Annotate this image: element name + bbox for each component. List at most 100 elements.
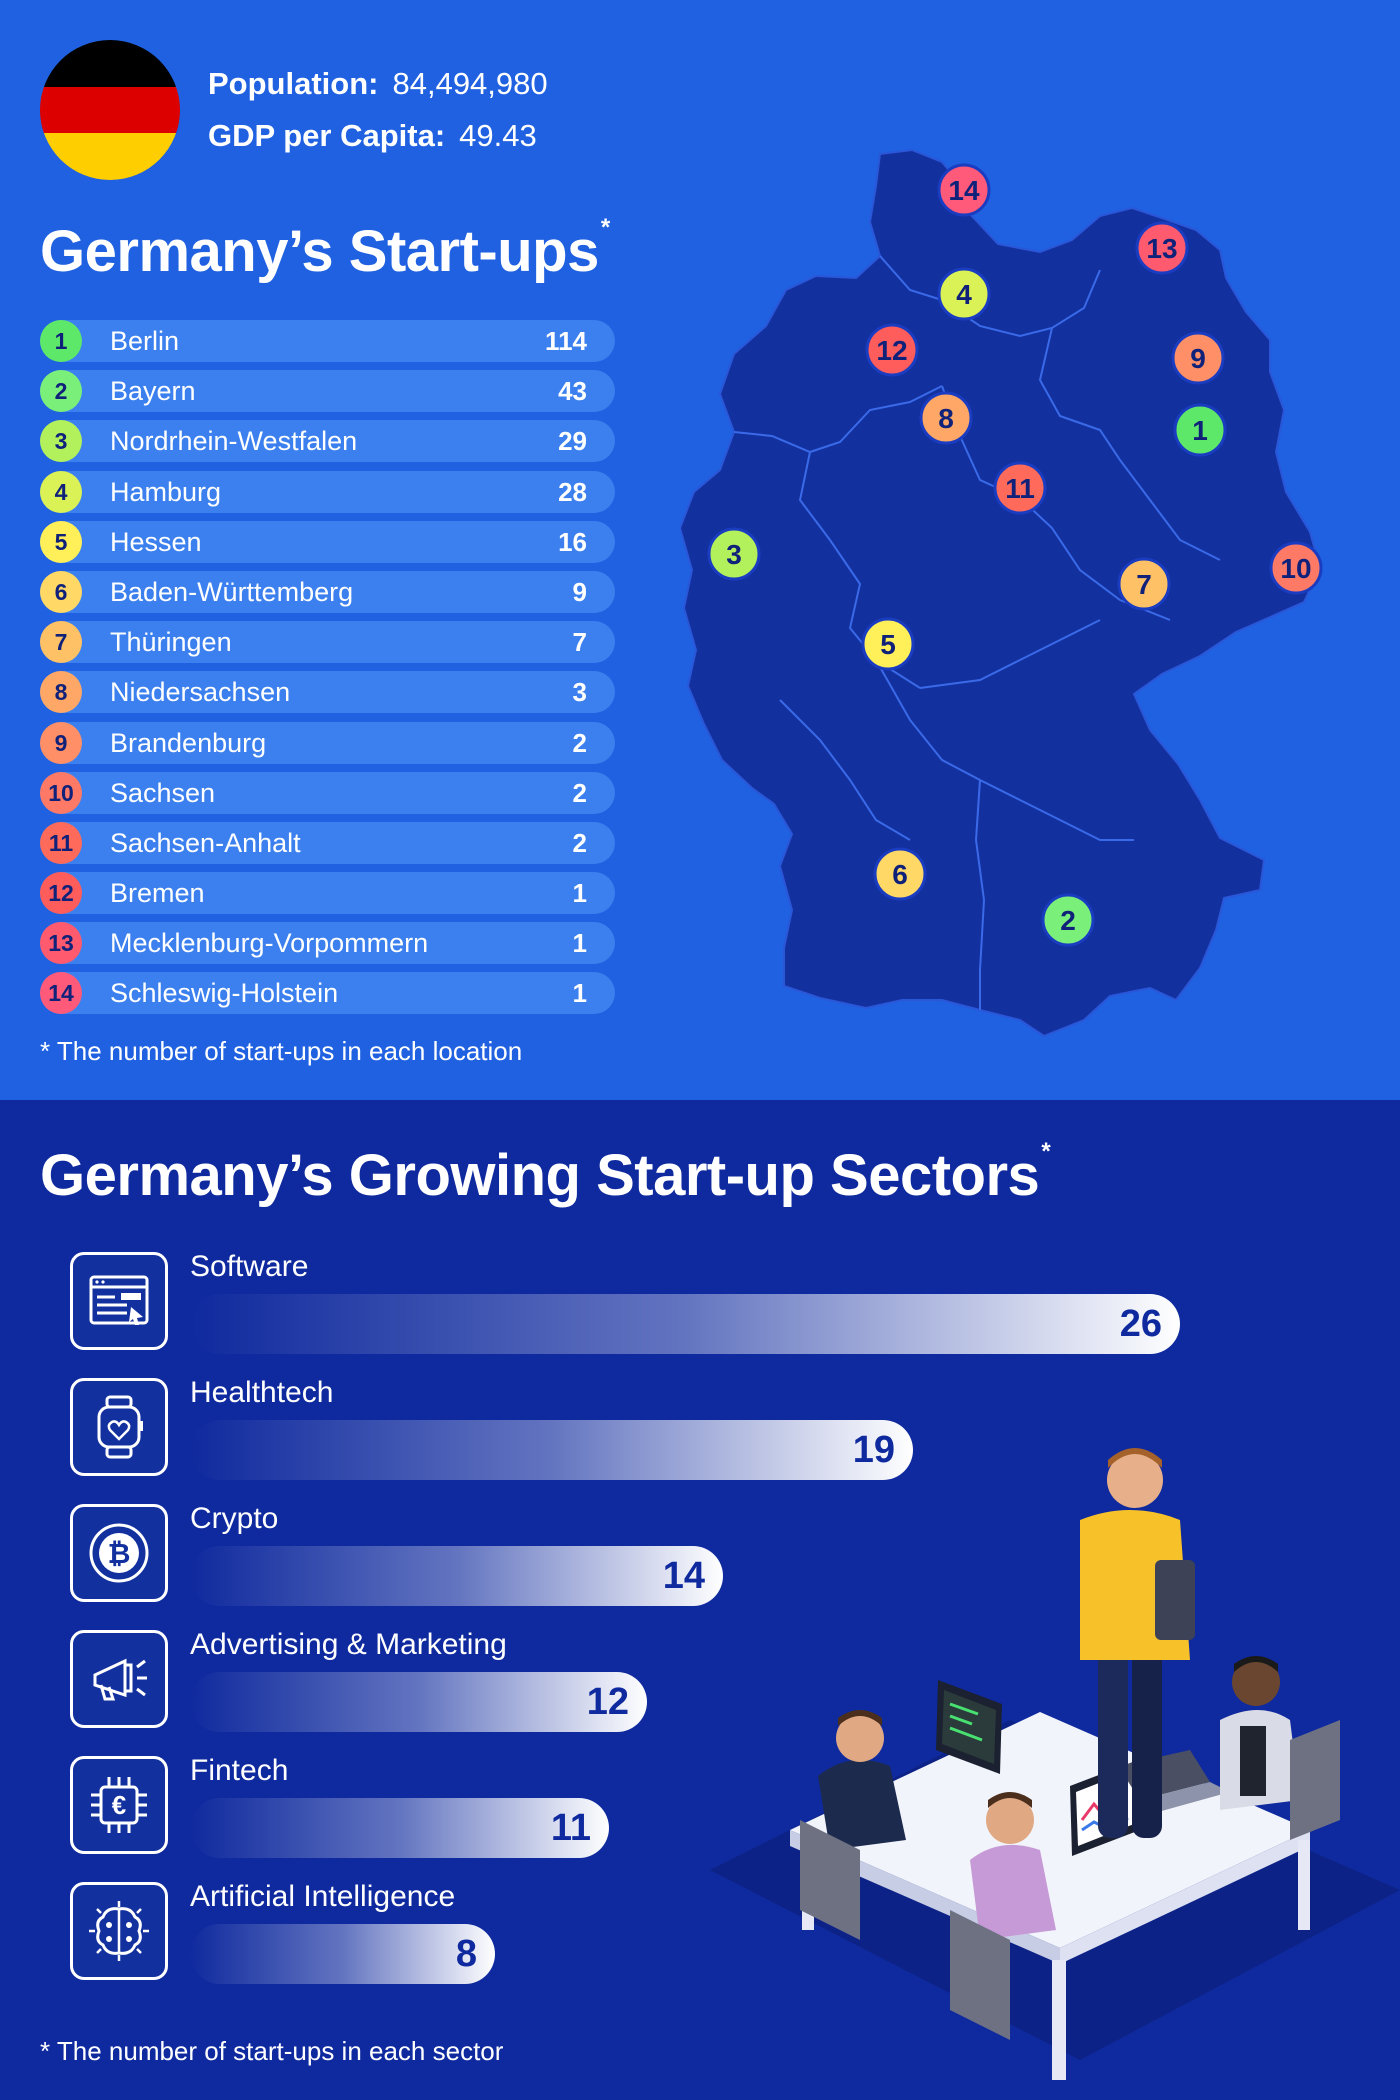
sector-name: Software [190,1250,309,1283]
rank-badge: 14 [40,972,82,1015]
person-seated-left [800,1710,906,1940]
team-meeting-illustration [710,1448,1400,2080]
monitor-code [936,1680,1002,1774]
gdp-value: 49.43 [459,118,537,153]
rank-badge: 3 [40,420,82,463]
euro-chip-icon: € [70,1756,168,1854]
ranking-row: 12 Bremen 1 [40,872,615,915]
sector-value: 26 [1119,1303,1162,1345]
startup-count: 28 [558,476,587,507]
rank-badge: 2 [40,370,82,413]
startups-footnote: * The number of start-ups in each locati… [40,1036,523,1066]
bitcoin-icon: ₿ [70,1504,168,1602]
ranking-bar [40,520,615,563]
ranking-bar [40,320,615,362]
desk-top [790,1712,1310,1948]
map-pin-label: 1 [1192,415,1208,446]
startup-count: 43 [558,376,587,407]
person-seated-right [1220,1656,1340,1840]
rank-badge: 5 [40,520,82,563]
rank-badge: 10 [40,771,82,814]
ranking-bar [40,621,615,664]
sectors-title: Germany’s Growing Start-up Sectors* [40,1138,1051,1209]
sector-row: ₿ Crypto 14 [70,1502,1270,1616]
rank-badge: 9 [40,721,82,764]
ranking-row: 8 Niedersachsen 3 [40,671,615,714]
sector-row: Artificial Intelligence 8 [70,1880,1270,1994]
map-pin-label: 11 [1005,473,1035,504]
ranking-bar [40,821,615,864]
map-pin-label: 10 [1280,553,1311,584]
map-pin-label: 7 [1136,569,1152,600]
sectors-footnote: * The number of start-ups in each sector [40,2036,504,2066]
map-pin-label: 5 [880,629,896,660]
ranking-row: 11 Sachsen-Anhalt 2 [40,821,615,864]
ranking-row: 6 Baden-Württemberg 9 [40,570,615,613]
germany-flag-icon [40,40,180,180]
startup-count: 114 [545,326,587,356]
state-border [1038,327,1221,561]
flag-stripe-gold [40,133,180,180]
sector-value: 11 [550,1807,591,1849]
rank-badge: 12 [40,872,82,915]
population-label: Population: [208,66,379,101]
sector-bar: 12 [190,1672,647,1732]
map-pin: 8 [919,391,973,445]
map-pin-label: 3 [726,539,742,570]
region-name: Schleswig-Holstein [110,978,339,1009]
ranking-bar [40,420,615,463]
desk-leg [1298,1840,1310,1930]
map-pin: 4 [937,267,991,321]
sector-name: Healthtech [190,1376,334,1409]
map-pin: 5 [861,617,915,671]
startup-count: 1 [572,878,587,909]
startup-count: 2 [572,827,587,858]
map-pin-circle [1135,221,1189,275]
ranking-row: 10 Sachsen 2 [40,771,615,814]
region-name: Brandenburg [110,727,267,758]
ranking-row: 5 Hessen 16 [40,520,615,563]
desk-edge-right [1060,1830,1310,1964]
sector-name: Artificial Intelligence [190,1880,456,1913]
map-pin-circle [1173,403,1227,457]
person-standing [1080,1448,1195,1838]
startup-count: 9 [572,576,587,607]
state-border [974,779,986,1010]
map-pin: 6 [873,847,927,901]
startup-count: 2 [572,727,587,758]
state-border [941,385,1171,621]
sector-row: Healthtech 19 [70,1376,1270,1490]
map-pin-circle [1041,893,1095,947]
startups-title: Germany’s Start-ups* [40,214,610,285]
region-name: Niedersachsen [110,677,291,708]
region-name: Sachsen-Anhalt [110,827,301,858]
map-pin-circle [861,617,915,671]
map-pin: 1 [1173,403,1227,457]
sectors-title-asterisk: * [1041,1138,1051,1165]
map-pin-label: 13 [1146,233,1177,264]
startup-count: 1 [572,928,587,959]
region-name: Bremen [110,878,205,909]
sectors-section: Germany’s Growing Start-up Sectors* Soft… [0,1100,1400,2100]
ranking-row: 9 Brandenburg 2 [40,721,615,764]
startup-count: 16 [558,526,587,557]
ranking-row: 2 Bayern 43 [40,370,615,413]
sector-bar: 26 [190,1294,1180,1354]
startup-count: 7 [572,627,587,658]
state-border [919,619,1101,689]
rank-badge: 13 [40,922,82,965]
population-row: Population: 84,494,980 [208,58,548,110]
population-value: 84,494,980 [392,66,548,101]
map-pin: 9 [1171,331,1225,385]
map-pin-label: 4 [956,279,972,310]
startup-count: 3 [572,677,587,708]
map-pin: 13 [1135,221,1189,275]
germany-outline [680,148,1322,1038]
region-name: Bayern [110,376,196,407]
sector-value: 12 [586,1681,629,1723]
map-pin-circle [1269,541,1323,595]
rank-badge: 8 [40,671,82,714]
map-pin: 10 [1269,541,1323,595]
